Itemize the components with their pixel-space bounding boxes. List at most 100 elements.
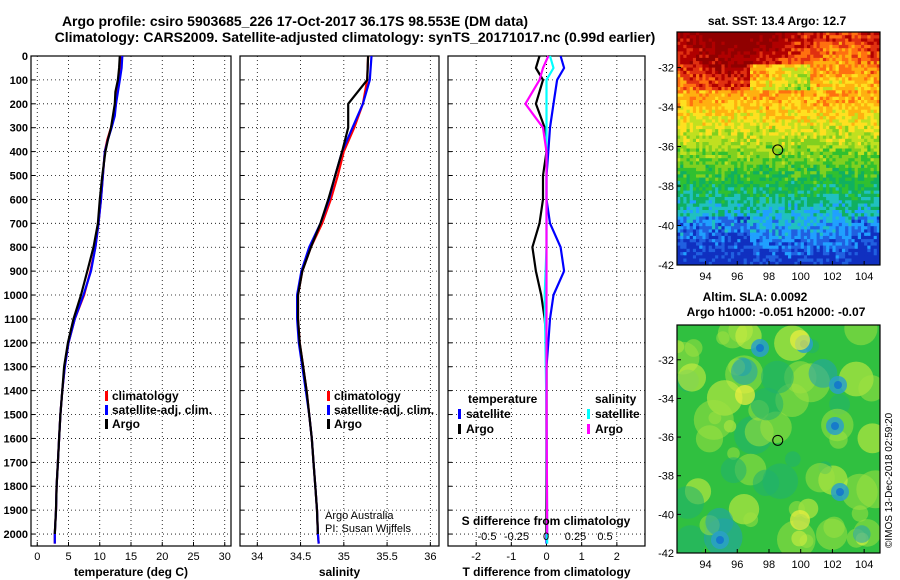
sst-cell <box>800 132 805 137</box>
sst-cell <box>746 32 751 36</box>
sst-cell <box>851 129 856 133</box>
sst-cell <box>791 210 795 214</box>
sst-cell <box>816 64 821 69</box>
sst-cell <box>822 67 827 72</box>
sst-cell <box>769 129 773 133</box>
sst-cell <box>848 248 853 253</box>
sst-cell <box>854 142 859 146</box>
sst-cell <box>832 167 837 172</box>
sst-cell <box>848 222 853 227</box>
sst-cell <box>854 245 859 250</box>
sst-cell <box>819 44 824 49</box>
sst-cell <box>689 57 694 62</box>
sst-cell <box>854 112 859 117</box>
sst-cell <box>822 119 827 124</box>
sst-cell <box>689 235 694 240</box>
sst-cell <box>832 109 837 114</box>
sst-cell <box>734 109 738 114</box>
sst-cell <box>718 167 722 172</box>
sst-cell <box>705 180 710 185</box>
sst-cell <box>743 190 748 195</box>
sst-cell <box>718 164 722 169</box>
sst-cell <box>813 180 818 185</box>
sst-cell <box>822 161 827 166</box>
sst-cell <box>851 83 856 88</box>
sst-cell <box>873 41 878 46</box>
sst-cell <box>870 44 875 49</box>
sst-cell <box>756 184 761 188</box>
sst-cell <box>861 32 865 36</box>
sst-cell <box>699 129 703 133</box>
sst-cell <box>692 226 697 231</box>
sst-cell <box>715 242 719 247</box>
sst-cell <box>692 138 697 143</box>
sst-cell <box>813 64 818 69</box>
sst-cell <box>702 171 707 176</box>
sst-cell <box>724 145 729 150</box>
sst-cell <box>746 38 751 43</box>
sst-cell <box>699 74 703 78</box>
sst-cell <box>784 216 789 221</box>
sst-cell <box>762 171 767 176</box>
sst-cell <box>746 109 751 114</box>
sst-cell <box>746 41 751 46</box>
sst-cell <box>680 51 684 56</box>
sst-cell <box>854 48 859 53</box>
sst-cell <box>813 135 818 140</box>
sst-cell <box>753 184 757 188</box>
sst-cell <box>788 193 792 198</box>
sst-cell <box>708 116 713 120</box>
sst-cell <box>791 90 795 95</box>
sst-cell <box>769 222 773 227</box>
sst-cell <box>759 151 764 156</box>
sst-cell <box>746 155 751 159</box>
sst-cell <box>765 125 770 130</box>
x-tick-label: 5 <box>65 551 71 563</box>
sst-cell <box>727 122 732 127</box>
sst-cell <box>775 151 780 156</box>
sst-cell <box>861 35 865 40</box>
sst-cell <box>677 206 681 211</box>
sst-cell <box>750 200 754 205</box>
sst-cell <box>743 248 748 253</box>
sst-cell <box>680 239 684 243</box>
sst-cell <box>851 41 856 46</box>
sst-cell <box>854 77 859 82</box>
sst-cell <box>797 210 802 214</box>
sst-cell <box>769 135 773 140</box>
sst-cell <box>784 103 789 108</box>
sst-cell <box>762 93 767 98</box>
sst-cell <box>791 155 795 159</box>
sst-cell <box>689 44 694 49</box>
sst-cell <box>861 109 865 114</box>
sst-cell <box>705 109 710 114</box>
sst-cell <box>753 180 757 185</box>
sst-cell <box>845 193 849 198</box>
sst-cell <box>816 200 821 205</box>
sst-cell <box>743 219 748 224</box>
sst-cell <box>746 103 751 108</box>
sla-blob <box>856 470 880 509</box>
sst-cell <box>800 248 805 253</box>
sst-cell <box>705 151 710 156</box>
sst-cell <box>711 77 716 82</box>
sst-cell <box>791 87 795 91</box>
sst-cell <box>718 210 722 214</box>
sst-cell <box>718 77 722 82</box>
sst-cell <box>762 100 767 104</box>
sst-cell <box>851 171 856 176</box>
sst-cell <box>784 252 789 256</box>
sst-cell <box>692 119 697 124</box>
sst-cell <box>705 184 710 188</box>
sst-cell <box>765 129 770 133</box>
sst-cell <box>734 180 738 185</box>
sst-cell <box>781 48 786 53</box>
sst-cell <box>851 35 856 40</box>
sst-cell <box>762 261 767 265</box>
sst-cell <box>857 255 862 260</box>
sst-cell <box>677 48 681 53</box>
sst-cell <box>762 148 767 153</box>
sst-cell <box>867 129 872 133</box>
sst-cell <box>788 44 792 49</box>
sst-cell <box>734 64 738 69</box>
